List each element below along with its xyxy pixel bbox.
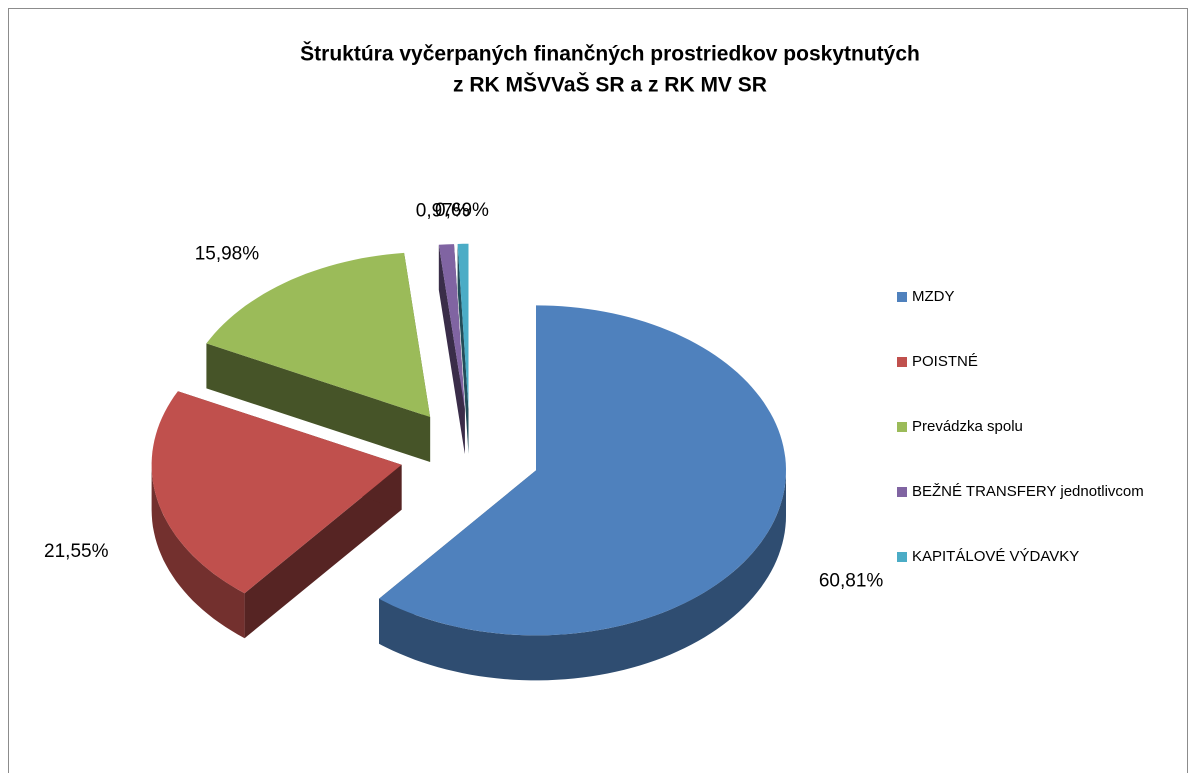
- legend-label: Prevádzka spolu: [912, 418, 1023, 435]
- pie-slice: [379, 305, 786, 636]
- legend-label: POISTNÉ: [912, 353, 978, 370]
- legend-swatch: [897, 487, 907, 497]
- data-label: 15,98%: [195, 243, 260, 264]
- pie-slice: [438, 244, 465, 409]
- slice-radial-side: [244, 464, 402, 639]
- pie-slice: [151, 391, 402, 594]
- slice-radial-side: [457, 244, 469, 454]
- data-label: 0,69%: [435, 200, 489, 221]
- slice-outer-side: [151, 464, 245, 639]
- data-label: 21,55%: [44, 541, 109, 562]
- pie-slice: [457, 243, 469, 409]
- chart-border: [8, 8, 1188, 773]
- legend-swatch: [897, 357, 907, 367]
- legend-label: BEŽNÉ TRANSFERY jednotlivcom: [912, 483, 1144, 500]
- slice-radial-side: [438, 244, 465, 454]
- slice-outer-side: [379, 470, 786, 681]
- legend-label: KAPITÁLOVÉ VÝDAVKY: [912, 548, 1079, 565]
- legend-swatch: [897, 422, 907, 432]
- data-label: 60,81%: [819, 570, 884, 591]
- pie-slice: [206, 252, 431, 417]
- legend-label: MZDY: [912, 288, 955, 305]
- data-label: 0,97%: [416, 200, 470, 221]
- chart-title: Štruktúra vyčerpaných finančných prostri…: [300, 42, 920, 66]
- chart-subtitle: z RK MŠVVaŠ SR a z RK MV SR: [453, 73, 767, 97]
- legend-swatch: [897, 552, 907, 562]
- legend-swatch: [897, 292, 907, 302]
- slice-radial-side: [206, 343, 431, 462]
